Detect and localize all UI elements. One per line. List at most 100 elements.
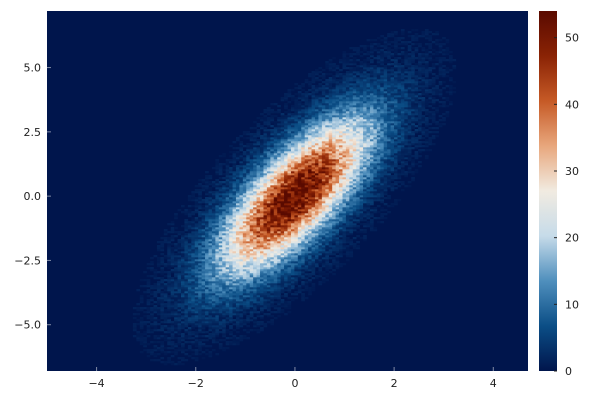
histogram-cell: [304, 263, 309, 266]
histogram-cell: [239, 313, 244, 316]
histogram-cell: [304, 249, 309, 252]
histogram-cell: [218, 285, 223, 288]
histogram-cell: [180, 279, 185, 282]
histogram-cell: [263, 293, 268, 296]
histogram-cell: [187, 287, 192, 290]
histogram-cell: [256, 245, 261, 248]
histogram-cell: [328, 239, 333, 242]
histogram-cell: [211, 249, 216, 252]
histogram-cell: [143, 279, 147, 282]
histogram-cell: [167, 287, 171, 290]
histogram-cell: [297, 197, 302, 200]
histogram-cell: [356, 145, 360, 148]
histogram-cell: [187, 243, 192, 246]
histogram-cell: [294, 211, 299, 214]
histogram-cell: [294, 283, 299, 286]
histogram-cell: [287, 279, 292, 282]
histogram-cell: [218, 321, 223, 324]
histogram-cell: [215, 263, 220, 266]
histogram-cell: [325, 225, 330, 228]
histogram-cell: [277, 177, 281, 180]
histogram-cell: [246, 261, 251, 264]
histogram-cell: [270, 219, 275, 222]
histogram-cell: [270, 191, 275, 194]
histogram-cell: [339, 205, 343, 208]
histogram-cell: [256, 225, 261, 228]
histogram-cell: [263, 275, 268, 278]
histogram-cell: [222, 259, 226, 262]
histogram-cell: [246, 289, 251, 292]
histogram-cell: [318, 193, 323, 196]
histogram-cell: [369, 201, 374, 204]
histogram-cell: [174, 275, 178, 278]
histogram-cell: [225, 307, 230, 310]
histogram-cell: [187, 195, 192, 198]
histogram-cell: [246, 259, 251, 262]
histogram-cell: [187, 275, 192, 278]
histogram-cell: [235, 327, 240, 330]
histogram-cell: [229, 313, 233, 316]
histogram-cell: [242, 235, 247, 238]
histogram-cell: [294, 239, 299, 242]
histogram-cell: [235, 323, 240, 326]
histogram-cell: [304, 191, 309, 194]
histogram-cell: [325, 263, 330, 266]
histogram-cell: [191, 231, 196, 234]
histogram-cell: [349, 181, 354, 184]
histogram-cell: [363, 149, 367, 152]
histogram-cell: [232, 227, 237, 230]
histogram-cell: [407, 169, 412, 172]
histogram-cell: [246, 161, 251, 164]
histogram-cell: [153, 353, 158, 356]
histogram-cell: [198, 231, 202, 234]
histogram-cell: [359, 191, 364, 194]
histogram-cell: [211, 245, 216, 248]
histogram-cell: [253, 231, 257, 234]
histogram-cell: [345, 189, 350, 192]
histogram-cell: [352, 225, 357, 228]
histogram-cell: [383, 155, 388, 158]
histogram-cell: [404, 171, 409, 174]
histogram-cell: [249, 273, 254, 276]
histogram-cell: [170, 345, 175, 348]
histogram-cell: [232, 175, 237, 178]
histogram-cell: [373, 171, 378, 174]
histogram-cell: [218, 209, 223, 212]
histogram-cell: [349, 195, 354, 198]
histogram-cell: [239, 209, 244, 212]
histogram-cell: [191, 205, 196, 208]
histogram-cell: [273, 195, 278, 198]
histogram-cell: [294, 147, 299, 150]
histogram-cell: [321, 215, 326, 218]
histogram-cell: [146, 303, 151, 306]
histogram-cell: [167, 305, 171, 308]
histogram-cell: [304, 243, 309, 246]
histogram-cell: [180, 315, 185, 318]
histogram-cell: [328, 189, 333, 192]
histogram-cell: [150, 319, 154, 322]
histogram-cell: [198, 219, 202, 222]
histogram-cell: [390, 157, 395, 160]
histogram-cell: [239, 311, 244, 314]
histogram-cell: [256, 181, 261, 184]
histogram-cell: [146, 355, 151, 358]
histogram-cell: [263, 169, 268, 172]
histogram-cell: [242, 153, 247, 156]
histogram-cell: [249, 247, 254, 250]
histogram-cell: [242, 313, 247, 316]
histogram-cell: [328, 217, 333, 220]
histogram-cell: [263, 267, 268, 270]
histogram-cell: [260, 327, 264, 330]
histogram-cell: [294, 207, 299, 210]
histogram-cell: [270, 311, 275, 314]
histogram-cell: [290, 267, 295, 270]
histogram-cell: [290, 243, 295, 246]
histogram-cell: [349, 205, 354, 208]
histogram-cell: [332, 249, 336, 252]
histogram-cell: [424, 143, 429, 146]
histogram-cell: [387, 157, 391, 160]
histogram-cell: [273, 237, 278, 240]
histogram-cell: [239, 201, 244, 204]
histogram-cell: [246, 297, 251, 300]
histogram-cell: [167, 343, 171, 346]
